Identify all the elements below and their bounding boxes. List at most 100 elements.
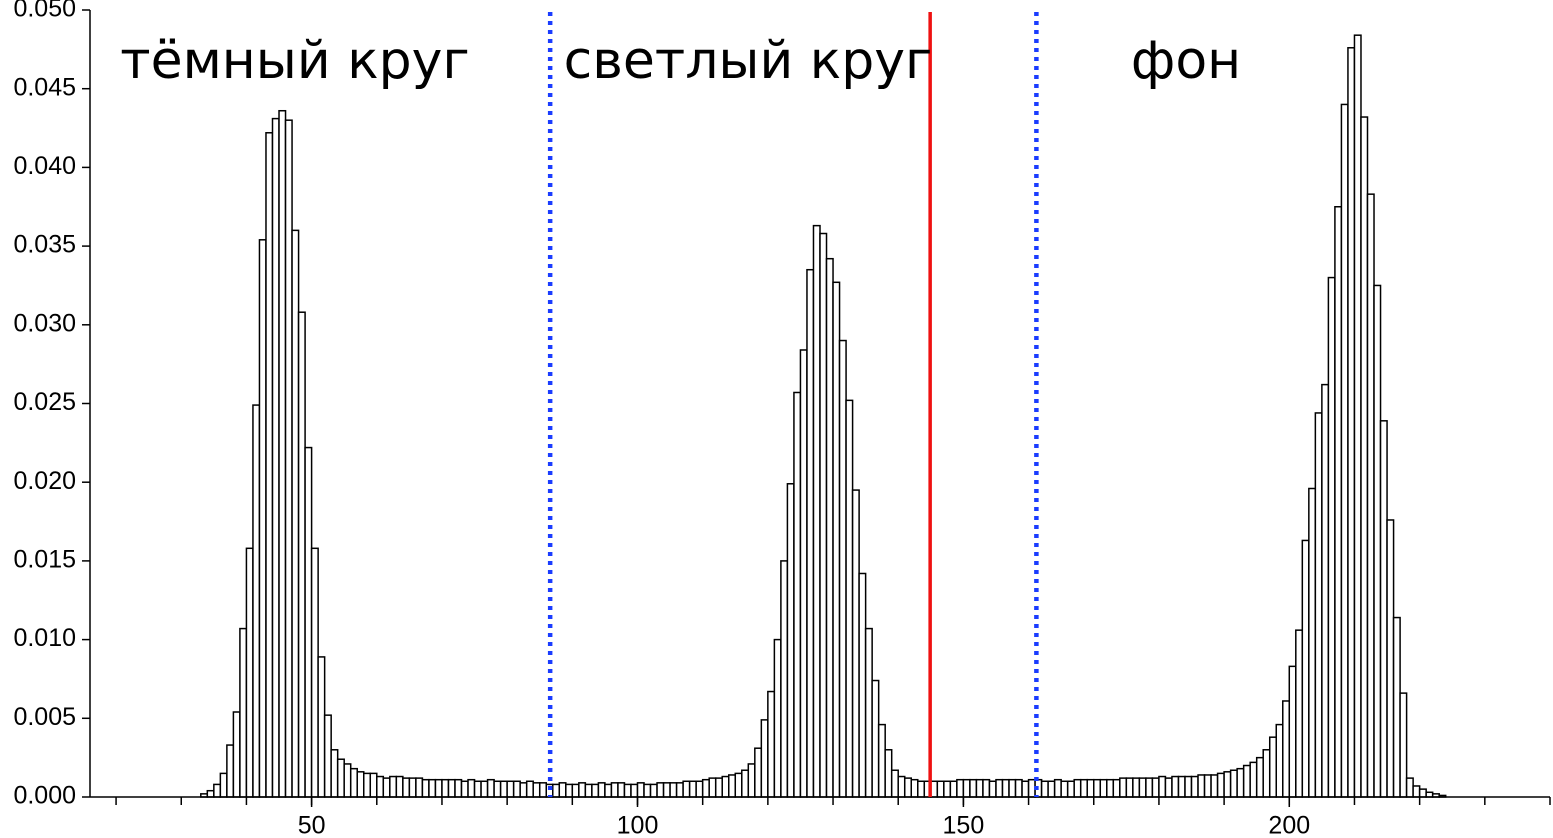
bar bbox=[1210, 774, 1219, 798]
bar bbox=[969, 778, 978, 798]
bar bbox=[1086, 778, 1095, 798]
bar bbox=[773, 638, 782, 798]
bar bbox=[467, 778, 476, 798]
bar bbox=[1093, 778, 1102, 798]
bar bbox=[1366, 193, 1375, 798]
y-tick-label: 0.005 bbox=[13, 703, 76, 731]
bar bbox=[669, 782, 678, 798]
bar bbox=[1405, 777, 1414, 798]
bar bbox=[806, 268, 815, 798]
region-label: тёмный круг bbox=[120, 31, 469, 91]
bar bbox=[890, 769, 899, 798]
bar bbox=[493, 780, 502, 798]
bar bbox=[1047, 780, 1056, 798]
y-tick-label: 0.020 bbox=[13, 467, 76, 495]
bar bbox=[428, 778, 437, 798]
bar bbox=[943, 780, 952, 798]
bar bbox=[258, 239, 267, 798]
bar bbox=[630, 783, 639, 798]
bar bbox=[376, 775, 385, 798]
bar bbox=[1399, 692, 1408, 798]
bar bbox=[532, 782, 541, 798]
bar bbox=[838, 339, 847, 798]
bar bbox=[643, 783, 652, 798]
bar bbox=[1158, 775, 1167, 798]
bar bbox=[760, 719, 769, 798]
bar bbox=[1040, 780, 1049, 798]
bar bbox=[382, 777, 391, 798]
bar bbox=[460, 780, 469, 798]
bar bbox=[662, 782, 671, 798]
bar bbox=[1119, 777, 1128, 798]
bar bbox=[213, 783, 222, 798]
bar bbox=[1073, 778, 1082, 798]
bar bbox=[1353, 34, 1362, 798]
bar bbox=[1340, 103, 1349, 798]
bar bbox=[512, 780, 521, 798]
bar bbox=[1151, 777, 1160, 798]
bar bbox=[363, 772, 372, 798]
bar bbox=[858, 572, 867, 798]
bar bbox=[252, 404, 261, 798]
bar bbox=[1249, 761, 1258, 798]
bar bbox=[917, 780, 926, 798]
bar bbox=[584, 783, 593, 798]
bar bbox=[975, 778, 984, 798]
y-tick-label: 0.045 bbox=[13, 73, 76, 101]
bar bbox=[1014, 778, 1023, 798]
x-tick-label: 50 bbox=[298, 812, 326, 838]
bar bbox=[812, 224, 821, 798]
bar bbox=[506, 780, 515, 798]
bar bbox=[1386, 519, 1395, 798]
bar bbox=[421, 778, 430, 798]
x-tick-label: 100 bbox=[617, 812, 659, 838]
bar bbox=[1392, 616, 1401, 798]
region-label: фон bbox=[1131, 31, 1241, 91]
bar bbox=[656, 782, 665, 798]
bar bbox=[897, 775, 906, 798]
bar bbox=[571, 783, 580, 798]
bar bbox=[1334, 206, 1343, 798]
bar bbox=[780, 560, 789, 798]
bar bbox=[956, 778, 965, 798]
bar bbox=[565, 783, 574, 798]
bar bbox=[1177, 775, 1186, 798]
bar bbox=[1373, 284, 1382, 798]
bar bbox=[1418, 788, 1427, 798]
bar bbox=[1066, 780, 1075, 798]
bar bbox=[754, 747, 763, 798]
bar bbox=[825, 257, 834, 798]
bar bbox=[408, 777, 417, 798]
bar bbox=[793, 391, 802, 798]
bar bbox=[604, 783, 613, 798]
bar bbox=[1112, 778, 1121, 798]
bar bbox=[206, 789, 215, 798]
bar bbox=[949, 780, 958, 798]
bar bbox=[845, 399, 854, 798]
bar bbox=[995, 778, 1004, 798]
bar bbox=[786, 483, 795, 798]
y-tick-label: 0.050 bbox=[13, 0, 76, 23]
bar bbox=[245, 547, 254, 798]
bar bbox=[519, 782, 528, 798]
bar bbox=[304, 446, 313, 798]
bar bbox=[851, 489, 860, 798]
bar bbox=[1132, 777, 1141, 798]
bar bbox=[682, 780, 691, 798]
bar bbox=[695, 780, 704, 798]
bar bbox=[415, 777, 424, 798]
bar bbox=[265, 132, 274, 798]
bar bbox=[1060, 780, 1069, 798]
bar bbox=[1236, 767, 1245, 798]
bar bbox=[395, 775, 404, 798]
bar bbox=[884, 749, 893, 798]
bar bbox=[871, 679, 880, 798]
bar bbox=[864, 627, 873, 798]
bar bbox=[610, 782, 619, 798]
bar bbox=[1282, 700, 1291, 798]
bar bbox=[1216, 772, 1225, 798]
bar bbox=[714, 777, 723, 798]
bar bbox=[1308, 487, 1317, 798]
bar bbox=[1295, 629, 1304, 798]
